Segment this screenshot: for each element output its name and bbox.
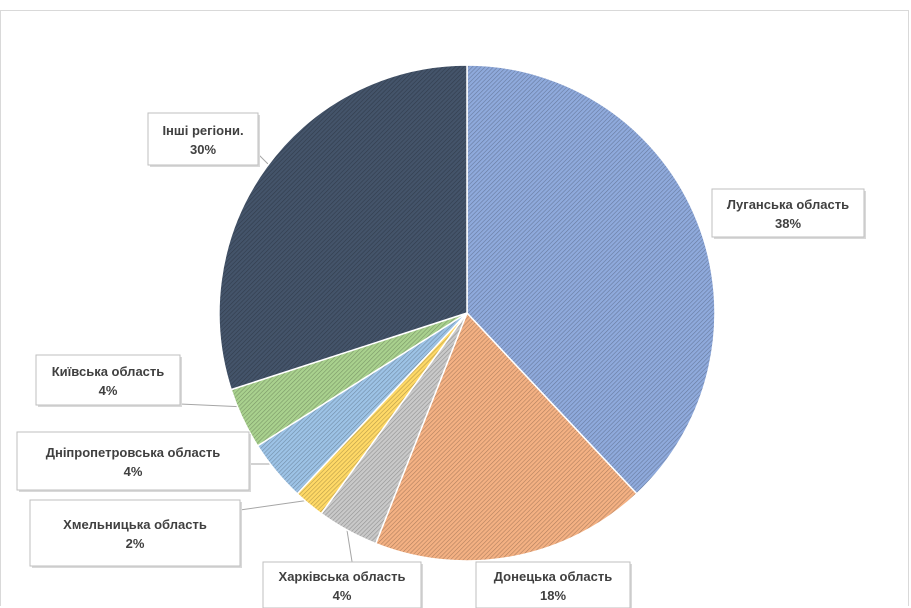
pie-slice-1[interactable] [466,64,716,495]
data-label-percent: 4% [333,588,352,603]
data-label-percent: 18% [540,588,566,603]
data-label-percent: 2% [126,536,145,551]
data-label-category: Київська область [52,364,165,379]
data-label-percent: 4% [124,464,143,479]
data-label-5: Дніпропетровська область 4% [16,431,251,492]
leader-line-6 [179,403,247,408]
pie-slices [218,64,716,562]
pie-slice-2[interactable] [374,311,638,562]
data-label-4: Хмельницька область 2% [29,499,242,568]
data-label-percent: 38% [775,216,801,231]
leader-line-4 [239,499,311,511]
data-label-category: Харківська область [279,569,406,584]
data-label-category: Дніпропетровська область [46,445,221,460]
data-label-percent: 4% [99,383,118,398]
data-label-3: Харківська область 4% [262,561,423,608]
data-label-category: Луганська область [727,197,849,212]
data-label-callouts: Луганська область 38% Донецька область 18% Х… [16,112,866,608]
pie-slice-7[interactable] [218,64,468,391]
data-label-category: Донецька область [494,569,613,584]
data-label-7: Інші регіони. 30% [147,112,260,167]
data-label-2: Донецька область 18% [475,561,632,608]
data-label-1: Луганська область 38% [711,188,866,239]
data-label-6: Київська область 4% [35,354,182,407]
data-label-percent: 30% [190,142,216,157]
data-label-category: Хмельницька область [63,517,207,532]
data-label-category: Інші регіони. [162,123,243,138]
